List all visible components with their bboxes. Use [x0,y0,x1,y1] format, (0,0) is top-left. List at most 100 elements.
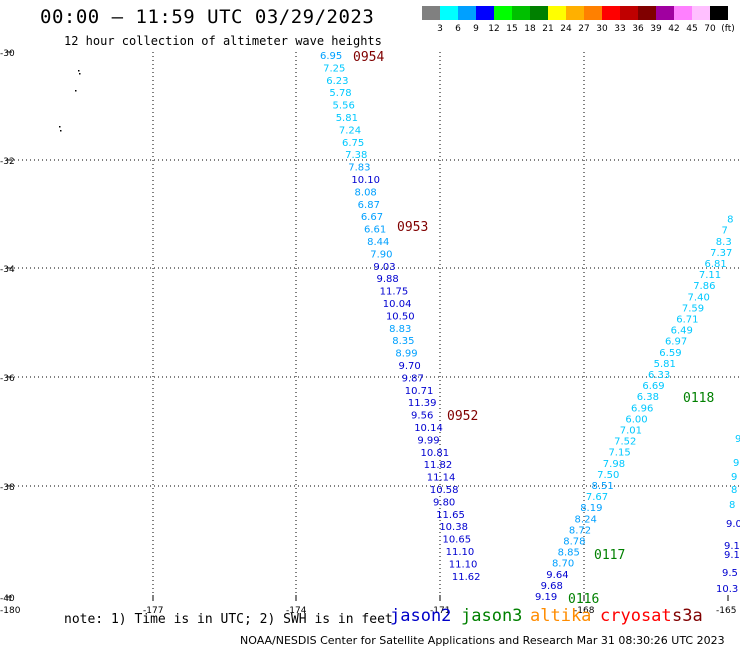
lat-label: -38 [0,483,15,493]
track-fareast-value: 9 [731,472,737,483]
satellite-legend-cryosat: cryosat [600,606,672,626]
colorbar-swatch [566,6,584,20]
colorbar-label: 18 [524,24,536,34]
colorbar-label: 27 [578,24,590,34]
track-west-value: 6.95 [320,51,342,62]
track-east-value: 6.71 [676,315,698,326]
track-east-value: 6.33 [648,370,670,381]
track-east-value: 8.70 [552,559,574,570]
track-west-value: 11.62 [452,572,481,583]
colorbar-swatch [674,6,692,20]
track-east-value: 7.59 [682,303,704,314]
lat-label: -36 [0,374,15,384]
track-west-value: 8.99 [395,349,417,360]
colorbar-swatch [494,6,512,20]
track-east-value: 5.81 [654,359,676,370]
track-east-value: 8.51 [592,481,614,492]
colorbar-label: 30 [596,24,608,34]
colorbar-swatch [440,6,458,20]
track-east-value: 6.00 [625,414,647,425]
track-fareast-value: 9.1 [724,550,740,561]
track-east-value: 7.15 [608,448,630,459]
track-west-value: 8.83 [389,324,411,335]
track-east-value: 7 [721,226,727,237]
track-east-value: 6.81 [705,259,727,270]
colorbar-swatch [530,6,548,20]
track-east-value: 8 [727,215,733,226]
track-west-value: 5.81 [336,113,358,124]
pass-time-label: 0117 [594,548,625,563]
lon-label: -177 [143,606,163,616]
track-east-value: 7.86 [693,281,715,292]
track-west-value: 5.78 [329,88,351,99]
track-east-value: 7.40 [688,292,710,303]
pass-time-label: 0952 [447,409,478,424]
lon-label: -171 [430,606,450,616]
colorbar-swatch [656,6,674,20]
colorbar-label: 42 [668,24,680,34]
track-west-value: 7.24 [339,125,361,136]
satellite-legend-altika: altika [530,606,592,626]
colorbar-label: 3 [437,24,443,34]
track-west-value: 10.04 [383,299,412,310]
lon-label: -168 [574,606,595,616]
track-west-value: 9.56 [411,411,433,422]
colorbar-label: 12 [488,24,500,34]
track-west-value: 7.90 [370,249,392,260]
colorbar-label: 70 [704,24,716,34]
track-fareast-value: 9 [735,434,740,445]
island-dot [59,126,61,128]
colorbar-swatch [638,6,656,20]
track-west-value: 8.35 [392,336,414,347]
track-fareast-value: 10.3 [716,584,738,595]
pass-time-label: 0953 [397,220,428,235]
lat-label: -30 [0,49,15,59]
track-east-value: 9.68 [541,581,563,592]
track-west-value: 7.25 [323,63,345,74]
track-west-value: 11.39 [408,398,437,409]
track-west-value: 9.80 [433,497,455,508]
track-west-value: 9.03 [373,262,395,273]
track-west-value: 10.10 [351,175,380,186]
track-east-value: 7.50 [597,470,619,481]
track-west-value: 11.75 [380,287,409,298]
track-west-value: 10.14 [414,423,443,434]
colorbar-swatch [458,6,476,20]
track-west-value: 6.75 [342,138,364,149]
lon-label: -180 [0,606,21,616]
track-west-value: 10.71 [405,386,434,397]
colorbar-swatch [710,6,728,20]
colorbar-swatch [512,6,530,20]
track-east-value: 6.49 [671,326,693,337]
track-east-value: 7.98 [603,459,625,470]
track-east-value: 9.64 [546,570,568,581]
colorbar-label: 39 [650,24,662,34]
track-west-value: 9.87 [402,373,424,384]
track-west-value: 10.65 [442,535,471,546]
colorbar-swatch [602,6,620,20]
track-west-value: 10.58 [430,485,459,496]
track-fareast-value: 8 [729,500,735,511]
colorbar-label: 33 [614,24,626,34]
track-west-value: 9.70 [399,361,421,372]
colorbar-swatch [584,6,602,20]
track-east-value: 6.59 [659,348,681,359]
colorbar-label: 9 [473,24,479,34]
lat-label: -40 [0,594,15,604]
track-west-value: 7.83 [348,163,370,174]
track-west-value: 5.56 [333,101,355,112]
satellite-legend-jason2: jason2 [390,606,452,626]
lon-label: -174 [286,606,307,616]
track-west-value: 10.38 [439,522,468,533]
track-east-value: 8.78 [563,537,585,548]
track-west-value: 6.23 [326,76,348,87]
satellite-legend-jason3: jason3 [461,606,523,626]
track-west-value: 11.82 [424,460,453,471]
track-east-value: 9.19 [535,592,557,603]
island-dot [75,90,77,92]
track-west-value: 8.44 [367,237,389,248]
track-east-value: 6.96 [631,403,653,414]
colorbar-label: 45 [686,24,698,34]
island-dot [79,73,81,75]
